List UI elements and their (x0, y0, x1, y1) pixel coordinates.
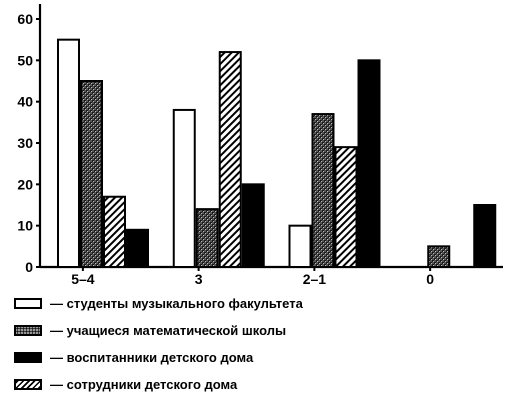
y-tick-label: 60 (17, 11, 33, 27)
bar-orphans (126, 228, 149, 269)
x-tick-label: 5–4 (71, 271, 95, 287)
bar-staff (334, 146, 358, 268)
bars-group (57, 38, 497, 269)
x-tick-label: 0 (426, 271, 434, 287)
bar-school (80, 80, 103, 268)
bar-staff (103, 195, 126, 269)
legend-label-orphans: — воспитанники детского дома (50, 350, 254, 365)
y-tick-label: 40 (17, 94, 33, 110)
bar-students (288, 224, 312, 269)
x-tick-label: 3 (195, 271, 203, 287)
x-tick-label: 2–1 (303, 271, 327, 287)
y-tick-label: 50 (17, 52, 33, 68)
legend-swatch-staff (14, 379, 42, 390)
y-tick-label: 10 (17, 218, 33, 234)
y-tick-label: 20 (17, 176, 33, 192)
bar-orphans (357, 59, 381, 269)
bar-school (311, 113, 335, 268)
bar-chart: 0 10 20 30 40 50 60 5–4 3 2–1 0 (17, 4, 503, 287)
bar-staff (218, 51, 242, 268)
legend-swatch-orphans (14, 352, 42, 363)
bar-orphans (241, 183, 265, 268)
bar-school (427, 245, 451, 268)
bar-orphans (473, 204, 497, 268)
bar-students (57, 38, 80, 268)
y-tick-label: 30 (17, 135, 33, 151)
legend-label-school: — учащиеся математической школы (50, 323, 287, 338)
legend-swatch-students (14, 298, 42, 309)
y-tick-label: 0 (25, 259, 33, 275)
legend-label-students: — студенты музыкального факультета (50, 296, 303, 311)
bar-students (172, 108, 196, 268)
legend-label-staff: — сотрудники детского дома (50, 377, 238, 392)
bar-school (195, 208, 219, 268)
legend-swatch-school (14, 325, 42, 336)
